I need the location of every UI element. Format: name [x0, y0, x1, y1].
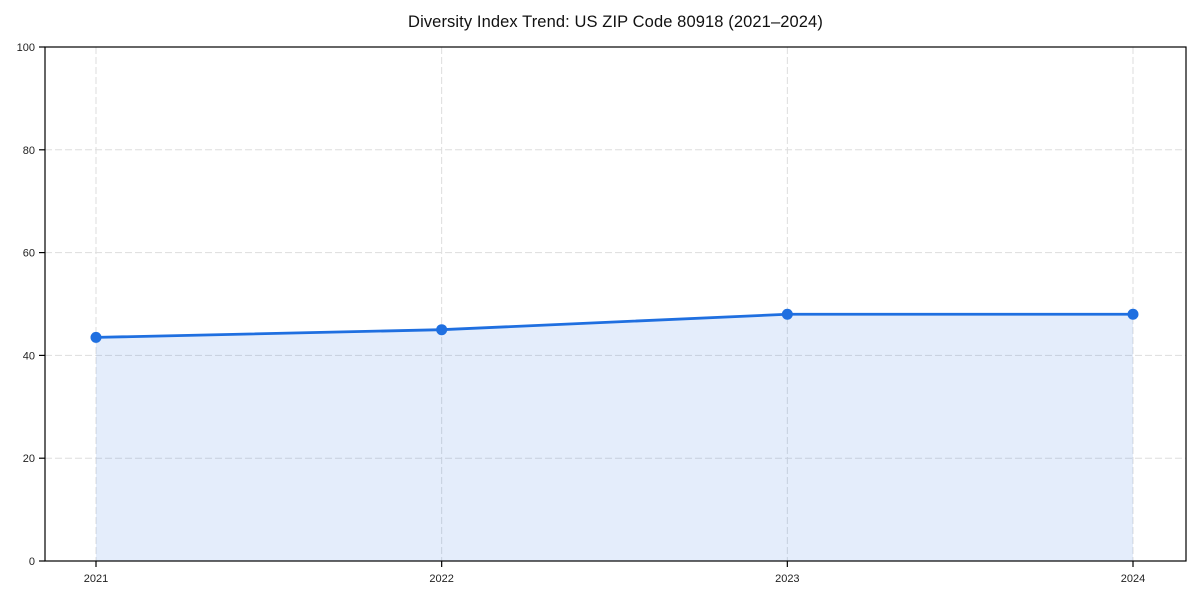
data-point-2021 — [90, 331, 102, 343]
trend-line — [94, 312, 1135, 339]
x-tick-label: 2022 — [429, 573, 453, 585]
data-point-2022 — [436, 324, 448, 336]
x-tick-label: 2021 — [84, 573, 108, 585]
y-tick-label: 100 — [17, 42, 35, 54]
y-tick-label: 20 — [23, 453, 35, 465]
y-tick-label: 0 — [29, 556, 35, 568]
x-tick-label: 2023 — [775, 573, 799, 585]
chart-title: Diversity Index Trend: US ZIP Code 80918… — [408, 13, 823, 31]
data-point-2024 — [1127, 308, 1139, 320]
y-tick-label: 60 — [23, 248, 35, 260]
y-tick-label: 80 — [23, 145, 35, 157]
plot-border — [44, 46, 1187, 562]
x-tick-label: 2024 — [1121, 573, 1145, 585]
data-point-2023 — [781, 308, 793, 320]
y-tick-label: 40 — [23, 350, 35, 362]
area-fill — [96, 314, 1133, 561]
